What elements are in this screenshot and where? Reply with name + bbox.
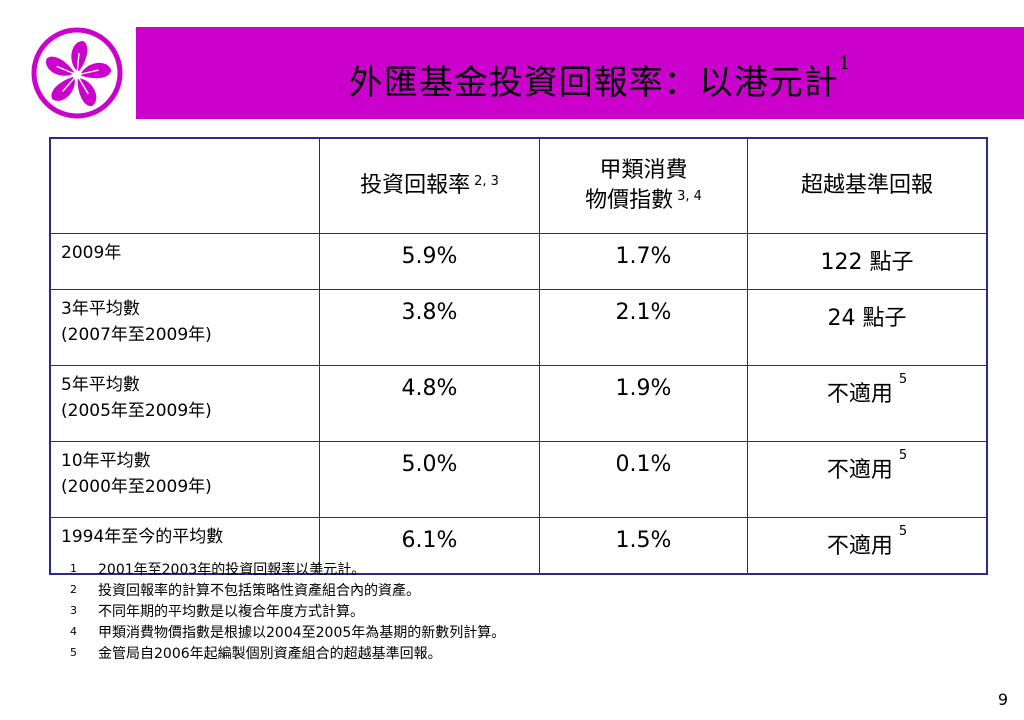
bauhinia-flower-icon [31, 27, 123, 119]
excess-value: 不適用 [826, 382, 893, 407]
footnote: 5 金管局自2006年起編製個別資產組合的超越基準回報。 [70, 644, 505, 665]
header-cell-cpi: 甲類消費 物價指數 3, 4 [539, 137, 748, 234]
table-row: 3年平均數 (2007年至2009年) 3.8% 2.1% 24 點子 [49, 289, 988, 366]
excess-value: 122 點子 [820, 250, 914, 275]
footnote: 4 甲類消費物價指數是根據以2004至2005年為基期的新數列計算。 [70, 623, 505, 644]
table-row: 1994年至今的平均數 6.1% 1.5% 不適用 5 [49, 517, 988, 575]
row-label-line2: (2005年至2009年) [61, 401, 212, 421]
excess-footnote-ref: 5 [898, 372, 908, 387]
page-number: 9 [997, 690, 1008, 709]
header-cell-empty [49, 137, 320, 234]
footnote: 3 不同年期的平均數是以複合年度方式計算。 [70, 602, 505, 623]
excess-value: 不適用 [826, 534, 893, 559]
excess-cell: 122 點子 [747, 233, 988, 290]
row-label-line1: 5年平均數 [61, 375, 140, 395]
table-row: 5年平均數 (2005年至2009年) 4.8% 1.9% 不適用 5 [49, 365, 988, 442]
header-footnote-ref: 2, 3 [474, 174, 499, 189]
return-cell: 6.1% [319, 517, 540, 575]
title-footnote-ref: 1 [838, 53, 852, 74]
return-cell: 4.8% [319, 365, 540, 442]
table-row: 10年平均數 (2000年至2009年) 5.0% 0.1% 不適用 5 [49, 441, 988, 518]
header-label: 投資回報率 [360, 173, 471, 198]
return-cell: 5.0% [319, 441, 540, 518]
row-label-line1: 10年平均數 [61, 451, 151, 471]
return-cell: 5.9% [319, 233, 540, 290]
returns-table: 投資回報率 2, 3 甲類消費 物價指數 3, 4 超越基準回報 2009年 5.9… [49, 137, 988, 575]
table-header-row: 投資回報率 2, 3 甲類消費 物價指數 3, 4 超越基準回報 [49, 137, 988, 234]
excess-footnote-ref: 5 [898, 448, 908, 463]
cpi-cell: 1.7% [539, 233, 748, 290]
excess-footnote-ref: 5 [898, 524, 908, 539]
row-label-line2: (2000年至2009年) [61, 477, 212, 497]
row-label-line1: 2009年 [61, 243, 122, 263]
page-title-text: 外匯基金投資回報率：以港元計 [348, 63, 839, 103]
footnote-text: 2001年至2003年的投資回報率以美元計。 [98, 562, 366, 578]
footnote-text: 不同年期的平均數是以複合年度方式計算。 [98, 604, 364, 620]
row-label: 2009年 [49, 233, 320, 290]
footnote-number: 1 [70, 562, 77, 575]
header-label-line1: 甲類消費 [599, 158, 688, 183]
excess-value: 不適用 [826, 458, 893, 483]
header-cell-investment-return: 投資回報率 2, 3 [319, 137, 540, 234]
excess-cell: 24 點子 [747, 289, 988, 366]
row-label-line1: 3年平均數 [61, 299, 140, 319]
cpi-cell: 0.1% [539, 441, 748, 518]
row-label: 3年平均數 (2007年至2009年) [49, 289, 320, 366]
header-footnote-ref: 3, 4 [677, 189, 702, 204]
header-label: 超越基準回報 [800, 173, 933, 198]
excess-cell: 不適用 5 [747, 517, 988, 575]
row-label-line2: (2007年至2009年) [61, 325, 212, 345]
cpi-cell: 2.1% [539, 289, 748, 366]
cpi-cell: 1.5% [539, 517, 748, 575]
footnote-number: 5 [70, 646, 77, 659]
return-cell: 3.8% [319, 289, 540, 366]
row-label-line1: 1994年至今的平均數 [61, 527, 224, 547]
row-label: 10年平均數 (2000年至2009年) [49, 441, 320, 518]
footnote: 1 2001年至2003年的投資回報率以美元計。 [70, 560, 505, 581]
page-title: 外匯基金投資回報率：以港元計1 [136, 53, 1024, 104]
cpi-cell: 1.9% [539, 365, 748, 442]
excess-cell: 不適用 5 [747, 441, 988, 518]
footnote-text: 金管局自2006年起編製個別資產組合的超越基準回報。 [98, 646, 442, 662]
header-label-line2: 物價指數 [585, 188, 674, 213]
footnote-number: 4 [70, 625, 77, 638]
title-bar: 外匯基金投資回報率：以港元計1 [136, 27, 1024, 119]
footnotes: 1 2001年至2003年的投資回報率以美元計。 2 投資回報率的計算不包括策略… [70, 560, 505, 665]
footnote-text: 甲類消費物價指數是根據以2004至2005年為基期的新數列計算。 [98, 625, 506, 641]
excess-value: 24 點子 [827, 306, 907, 331]
hkmao-logo [26, 27, 128, 119]
row-label: 1994年至今的平均數 [49, 517, 320, 575]
footnote: 2 投資回報率的計算不包括策略性資產組合內的資產。 [70, 581, 505, 602]
footnote-number: 3 [70, 604, 77, 617]
table-row: 2009年 5.9% 1.7% 122 點子 [49, 233, 988, 290]
excess-cell: 不適用 5 [747, 365, 988, 442]
header-cell-excess-return: 超越基準回報 [747, 137, 988, 234]
row-label: 5年平均數 (2005年至2009年) [49, 365, 320, 442]
footnote-number: 2 [70, 583, 77, 596]
footnote-text: 投資回報率的計算不包括策略性資產組合內的資產。 [98, 583, 420, 599]
